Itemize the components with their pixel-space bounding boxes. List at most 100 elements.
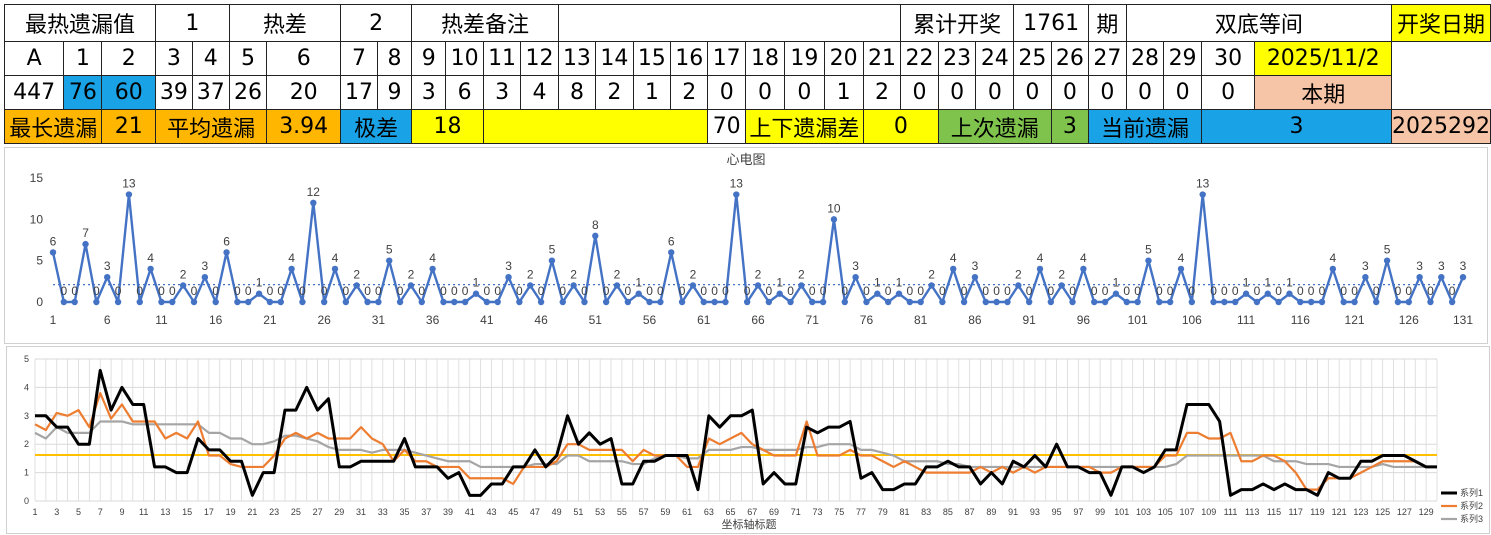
ecg-x-tick: 21 [263,313,277,327]
value-cell: 3 [482,75,522,110]
ecg-point [776,290,783,297]
ecg-point [971,274,979,281]
trend-x-tick: 33 [378,507,388,517]
ecg-point [527,282,534,289]
ecg-data-label: 0 [1210,284,1217,298]
value-cell: 2 [595,75,634,110]
trend-x-tick: 57 [639,507,649,517]
trend-x-tick: 65 [726,507,736,517]
ecg-point [581,298,588,306]
trend-x-tick: 35 [400,507,410,517]
ecg-data-label: 0 [1069,284,1076,298]
value-cell: 9 [376,75,413,110]
ecg-point [1394,298,1402,306]
ecg-y-tick: 15 [30,171,44,185]
trend-x-tick: 21 [247,507,257,517]
header-cell: 23 [937,41,977,76]
ecg-data-label: 2 [798,267,805,281]
ecg-x-tick: 66 [751,313,765,327]
ecg-chart: 心电图 0 5 10 15 1 6 11 16 21 26 31 36 41 46 51 56 61 66 71 76… [4,147,1488,344]
ecg-point [1416,274,1423,281]
trend-x-tick: 111 [1224,507,1238,517]
ecg-point [310,199,317,206]
trend-x-tick: 19 [226,507,236,517]
ecg-point [331,265,339,273]
ecg-data-label: 3 [505,259,512,273]
trend-xlabel: 坐标轴标题 [722,517,777,531]
ecg-data-label: 0 [451,284,458,298]
ecg-data-label: 0 [1275,284,1282,298]
total-unit: 期 [1088,4,1127,42]
ecg-data-label: 0 [1405,284,1412,298]
ecg-point [1329,265,1337,273]
ecg-point [440,298,447,306]
ecg-x-tick: 36 [426,313,440,327]
value-cell: 0 [744,75,786,110]
ecg-data-label: 10 [827,201,841,215]
trend-x-tick: 75 [834,507,844,517]
header-cell: 4 [191,41,230,76]
ecg-data-label: 2 [408,267,415,281]
ecg-data-label: 0 [1134,284,1141,298]
header-cell: 12 [520,41,559,76]
ecg-x-tick: 91 [1022,313,1036,327]
trend-x-tick: 127 [1397,507,1412,517]
ecg-point [1253,298,1261,306]
ecg-data-label: 0 [917,284,924,298]
ecg-point [602,298,610,306]
ecg-point [234,298,241,306]
number-header-row: A 1 2 3 4 5 6 7 8 9 10 11 12 13 14 15 16 17 18 19 20 21 22 23 24… [3,41,1491,76]
header-cell: 3 [155,41,193,76]
ecg-point [386,257,393,264]
header-cell: 7 [340,41,378,76]
ecg-point [754,282,762,289]
value-cell: 8 [557,75,597,110]
ecg-point [993,298,1000,306]
ecg-data-label: 0 [625,284,632,298]
ecg-x-tick: 71 [806,313,820,327]
ecg-point [212,298,219,306]
value-cell: 1 [632,75,672,110]
ecg-data-label: 0 [136,284,143,298]
trend-x-tick: 9 [119,507,124,517]
ecg-x-tick: 116 [1291,313,1310,327]
ecg-point [71,298,78,306]
value-cell: 0 [1050,75,1090,110]
ecg-data-label: 0 [1048,284,1055,298]
longest-label: 最长遗漏 [3,109,103,144]
header-cell: 25 [1013,41,1052,76]
ecg-point [190,298,198,306]
ecg-x-tick: 86 [968,313,982,327]
cur-label: 当前遗漏 [1088,109,1202,144]
current-label: 本期 [1254,75,1393,110]
ecg-point [809,298,816,306]
header-cell: 17 [707,41,746,76]
ecg-point [407,282,415,289]
ecg-data-label: 2 [755,267,762,281]
ecg-data-label: 4 [950,251,957,265]
trend-x-tick: 43 [486,507,496,517]
trend-x-tick: 67 [747,507,757,517]
trend-y-tick: 1 [24,468,29,478]
ecg-x-tick: 61 [697,313,711,327]
trend-x-tick: 119 [1310,507,1324,517]
total-value: 1761 [1013,4,1090,42]
ecg-data-label: 0 [158,284,165,298]
ecg-point [700,298,707,306]
ecg-data-label: 0 [766,284,773,298]
updown-value: 0 [862,109,939,144]
header-cell: 8 [376,41,413,76]
value-cell: 0 [1163,75,1202,110]
longest-value: 21 [101,109,157,144]
ecg-point [657,298,664,306]
ecg-data-label: 0 [71,284,78,298]
ecg-data-label: 4 [288,251,295,265]
header-cell: 16 [670,41,709,76]
ecg-data-label: 8 [592,218,599,232]
ecg-data-label: 6 [223,234,230,248]
trend-x-tick: 27 [313,507,323,517]
ecg-point [646,298,653,306]
ecg-data-label: 2 [527,267,534,281]
ecg-data-label: 0 [1091,284,1098,298]
ecg-data-label: 0 [700,284,707,298]
